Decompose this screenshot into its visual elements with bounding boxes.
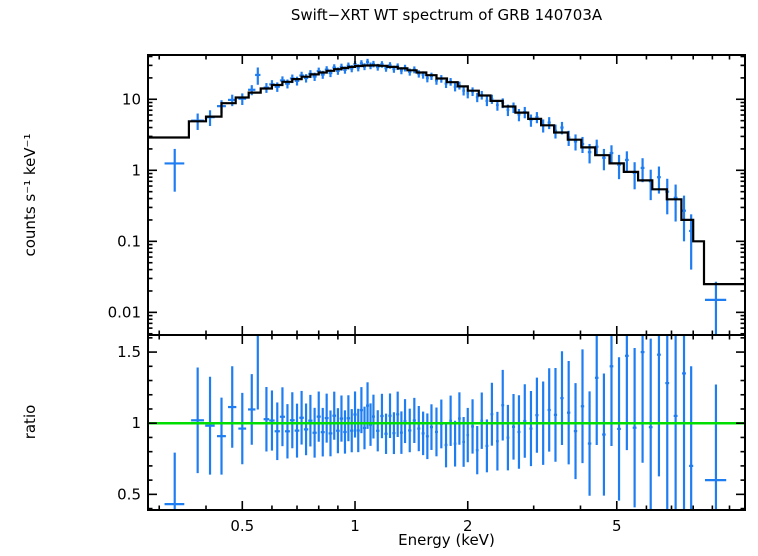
tick-label: 0.1 [117, 232, 141, 250]
y-axis-label-counts: counts s⁻¹ keV⁻¹ [21, 133, 39, 257]
tick-label: 2 [463, 517, 473, 535]
tick-label: 1 [131, 414, 141, 432]
model-line [148, 64, 745, 286]
tick-label: 1 [131, 161, 141, 179]
tick-label: 10 [122, 90, 141, 108]
ratio-data-points [164, 335, 727, 510]
chart-title: Swift−XRT WT spectrum of GRB 140703A [290, 6, 603, 24]
tick-label: 5 [612, 517, 622, 535]
tick-label: 0.5 [230, 517, 254, 535]
spectrum-data-points [164, 58, 727, 335]
panel-frames [147, 54, 746, 511]
tick-labels: 0.5 1 2 5 0.01 0.1 1 10 0.5 1 1.5 [108, 90, 622, 535]
tick-label: 1.5 [117, 343, 141, 361]
y-axis-label-ratio: ratio [21, 404, 39, 440]
tick-label: 0.01 [108, 303, 141, 321]
tick-label: 1 [350, 517, 360, 535]
tick-label: 0.5 [117, 485, 141, 503]
x-axis-label: Energy (keV) [398, 531, 495, 549]
